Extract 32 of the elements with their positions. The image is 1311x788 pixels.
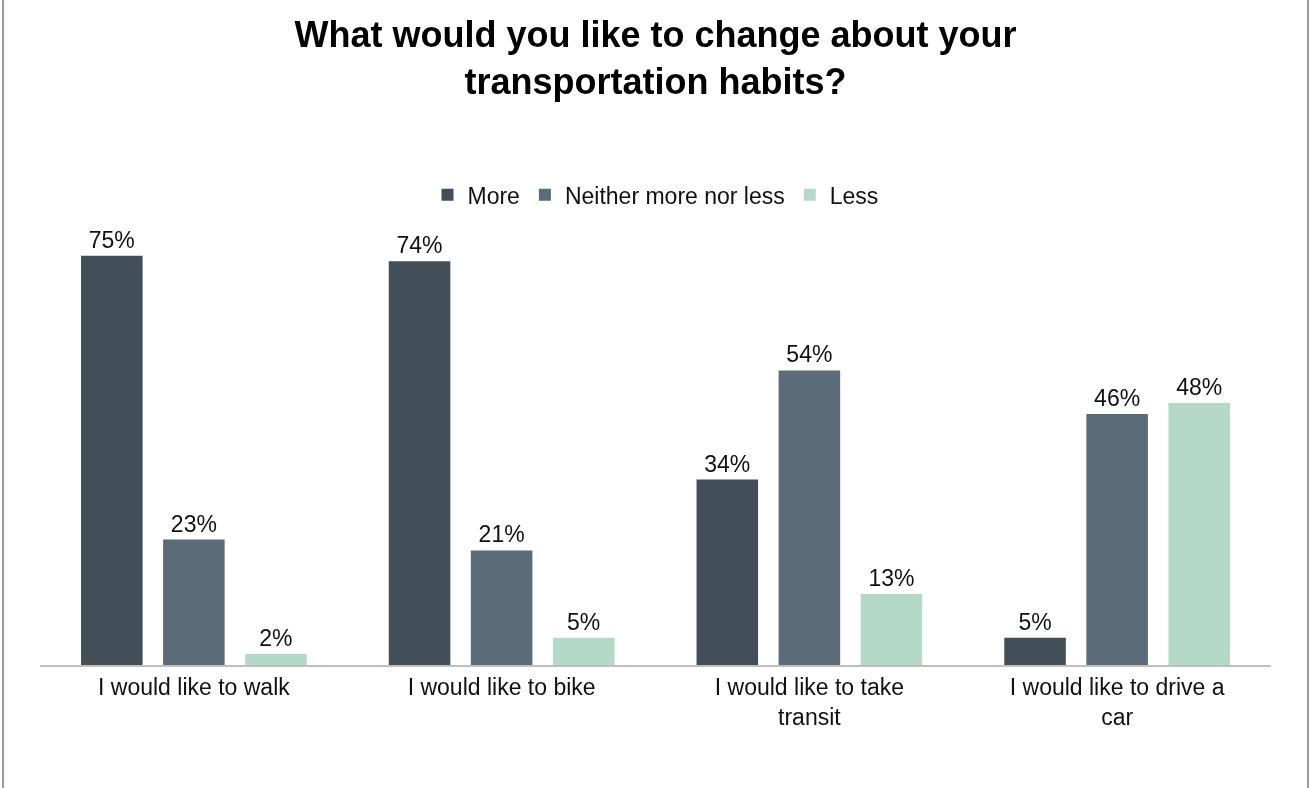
data-label: 54% bbox=[786, 341, 833, 368]
legend-label: More bbox=[467, 182, 520, 209]
bar bbox=[388, 261, 451, 665]
bar bbox=[1004, 637, 1066, 665]
bar bbox=[552, 637, 615, 665]
x-tick-label: I would like to walk bbox=[98, 673, 291, 700]
x-tick-label: I would like to drive a car bbox=[1009, 673, 1225, 730]
data-label: 5% bbox=[1018, 608, 1052, 635]
data-label: 23% bbox=[170, 510, 217, 537]
data-label: 74% bbox=[396, 232, 443, 259]
chart-title: What would you like to change about your transportation habits? bbox=[294, 14, 1017, 103]
bar bbox=[778, 370, 841, 665]
data-label: 34% bbox=[704, 450, 751, 477]
data-label: 2% bbox=[259, 625, 293, 652]
data-label: 75% bbox=[88, 226, 135, 253]
bar bbox=[163, 539, 225, 665]
data-label: 46% bbox=[1094, 385, 1141, 412]
data-label: 13% bbox=[868, 565, 915, 592]
data-label: 5% bbox=[567, 608, 601, 635]
data-label: 48% bbox=[1176, 374, 1223, 401]
bar bbox=[245, 654, 307, 665]
bar bbox=[1168, 403, 1230, 665]
x-tick-label: I would like to bike bbox=[407, 673, 596, 700]
legend-label: Less bbox=[829, 182, 879, 209]
data-label: 21% bbox=[478, 521, 525, 548]
bar bbox=[470, 550, 533, 665]
bar bbox=[81, 255, 143, 665]
bar bbox=[696, 479, 759, 665]
legend-label: Neither more nor less bbox=[564, 182, 785, 209]
bar bbox=[860, 594, 923, 665]
x-tick-label: I would like to take transit bbox=[714, 673, 904, 730]
bar bbox=[1086, 414, 1148, 665]
